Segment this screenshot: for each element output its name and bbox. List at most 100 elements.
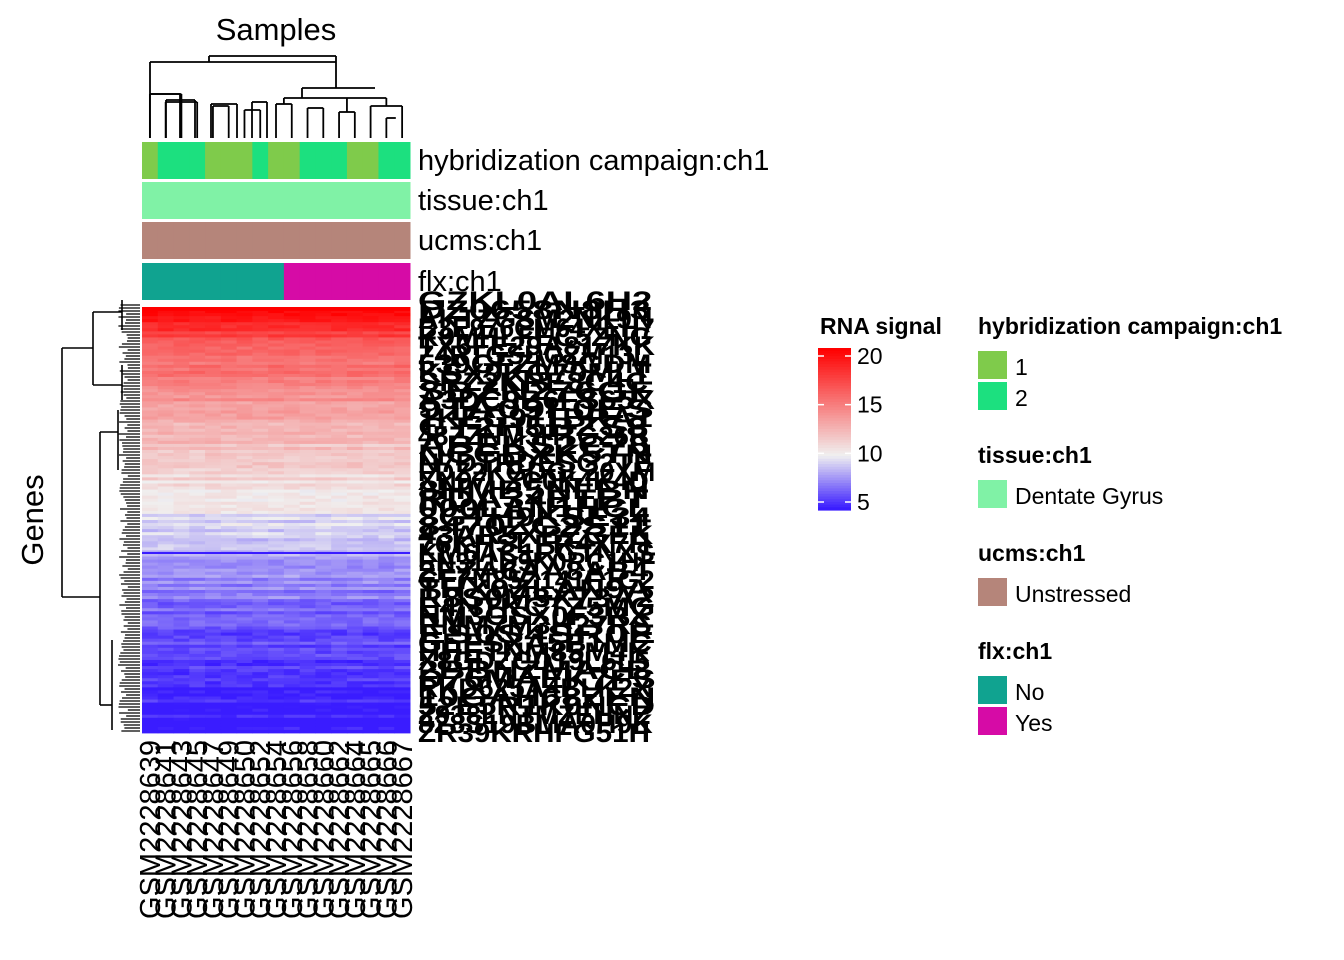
heatmap-cell — [331, 641, 348, 646]
heatmap-cell — [299, 459, 316, 463]
heatmap-cell — [315, 599, 332, 603]
heatmap-cell — [378, 729, 395, 734]
heatmap-cell — [283, 401, 301, 405]
heatmap-cell — [315, 389, 332, 393]
heatmap-cell — [173, 678, 190, 682]
heatmap-cell — [252, 456, 269, 460]
heatmap-cell — [189, 507, 206, 512]
heatmap-cell — [252, 547, 269, 551]
heatmap-cell — [362, 446, 379, 451]
heatmap-cell — [157, 629, 175, 633]
legend-swatch — [978, 480, 1007, 508]
heatmap-cell — [283, 535, 301, 539]
heatmap-cell — [173, 708, 190, 713]
heatmap-cell — [315, 556, 332, 560]
heatmap-cell — [268, 687, 285, 691]
heatmap-cell — [331, 693, 348, 697]
heatmap-cell — [346, 459, 364, 463]
heatmap-cell — [189, 714, 206, 719]
heatmap-cell — [283, 325, 301, 329]
heatmap-cell — [142, 383, 159, 387]
heatmap-cell — [378, 425, 395, 430]
heatmap-cell — [205, 720, 222, 725]
heatmap-cell — [299, 669, 316, 673]
gene-label: 48ZZNM3HTG26R — [418, 421, 649, 451]
heatmap-cell — [331, 416, 348, 420]
heatmap-cell — [362, 328, 379, 332]
heatmap-cell — [173, 310, 190, 314]
heatmap-cell — [283, 568, 301, 573]
heatmap-cell — [252, 544, 269, 548]
heatmap-cell — [142, 313, 159, 317]
colorbar-segment — [818, 375, 851, 379]
heatmap-cell — [315, 669, 332, 673]
annotation-cell — [362, 142, 379, 179]
heatmap-cell — [331, 459, 348, 463]
heatmap-cell — [362, 340, 379, 344]
heatmap-cell — [252, 422, 269, 427]
heatmap-cell — [205, 392, 222, 396]
heatmap-cell — [205, 614, 222, 618]
heatmap-cell — [362, 416, 379, 420]
heatmap-cell — [378, 586, 395, 591]
colorbar-segment — [818, 366, 851, 371]
heatmap-cell — [331, 574, 348, 579]
heatmap-cell — [157, 468, 175, 472]
heatmap-cell — [173, 516, 190, 521]
heatmap-cell — [346, 647, 364, 652]
heatmap-cell — [252, 714, 269, 719]
annotation-cell — [362, 222, 379, 259]
heatmap-cell — [362, 492, 379, 497]
heatmap-cell — [299, 571, 316, 576]
heatmap-cell — [346, 450, 364, 454]
annotation-cell — [173, 142, 190, 179]
heatmap-cell — [236, 538, 253, 542]
annotation-cell — [189, 222, 206, 259]
heatmap-cell — [142, 571, 159, 576]
heatmap-cell — [346, 404, 364, 408]
heatmap-cell — [299, 577, 316, 582]
heatmap-cell — [173, 483, 190, 487]
heatmap-cell — [299, 586, 316, 591]
colorbar-segment — [818, 383, 851, 387]
heatmap-cell — [378, 666, 395, 670]
heatmap-cell — [157, 465, 175, 469]
heatmap-cell — [394, 559, 411, 563]
gene-label: RDA34ETBT — [418, 484, 649, 514]
heatmap-cell — [268, 659, 285, 664]
heatmap-cell — [142, 644, 159, 649]
heatmap-cell — [346, 568, 364, 573]
legend-swatch — [978, 351, 1007, 379]
heatmap-cell — [378, 644, 395, 649]
heatmap-cell — [252, 538, 269, 542]
heatmap-cell — [173, 410, 190, 414]
heatmap-cell — [220, 577, 238, 582]
heatmap-cell — [299, 553, 316, 557]
heatmap-cell — [268, 398, 285, 402]
heatmap-cell — [378, 510, 395, 515]
heatmap-cell — [173, 696, 190, 700]
heatmap-cell — [252, 401, 269, 405]
heatmap-cell — [378, 373, 395, 378]
heatmap-cell — [299, 541, 316, 545]
heatmap-cell — [315, 495, 332, 500]
annotation-cell — [268, 222, 285, 259]
heatmap-cell — [378, 386, 395, 390]
heatmap-cell — [331, 684, 348, 688]
heatmap-cell — [205, 501, 222, 506]
gene-label: 8HMB5NLBN — [418, 475, 649, 505]
heatmap-cell — [205, 404, 222, 408]
heatmap-cell — [346, 416, 364, 420]
heatmap-cell — [205, 352, 222, 357]
heatmap-cell — [252, 699, 269, 703]
heatmap-cell — [331, 532, 348, 536]
heatmap-cell — [315, 568, 332, 573]
heatmap-cell — [142, 580, 159, 585]
heatmap-cell — [189, 428, 206, 433]
heatmap-cell — [346, 663, 364, 667]
gene-label: 8470ZC2S11 — [418, 511, 649, 541]
heatmap-cell — [331, 425, 348, 430]
heatmap-cell — [299, 644, 316, 649]
heatmap-cell — [394, 577, 411, 582]
heatmap-cell — [378, 699, 395, 703]
